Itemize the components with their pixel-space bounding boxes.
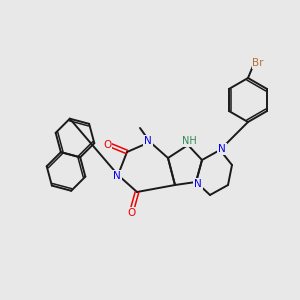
Text: O: O <box>103 140 111 150</box>
Text: N: N <box>113 171 121 181</box>
Text: N: N <box>144 136 152 146</box>
Text: N: N <box>194 179 202 189</box>
Text: Br: Br <box>252 58 264 68</box>
Text: N: N <box>218 144 226 154</box>
Text: O: O <box>128 208 136 218</box>
Text: NH: NH <box>182 136 196 146</box>
